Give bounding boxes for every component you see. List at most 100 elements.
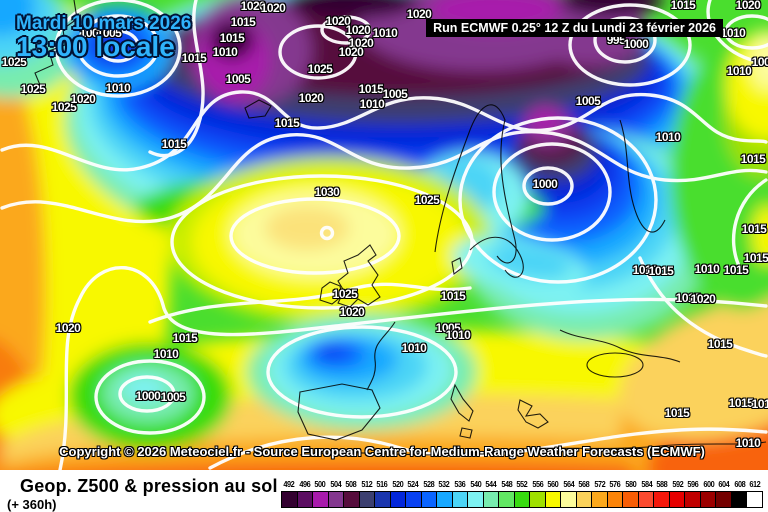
legend-tick: 552 <box>516 480 528 489</box>
pressure-label: 1015 <box>648 264 674 278</box>
legend-swatch <box>514 492 531 507</box>
pressure-label: 1020 <box>260 1 286 15</box>
pressure-label: 1015 <box>707 337 733 351</box>
pressure-label: 1020 <box>325 14 351 28</box>
pressure-label: 1030 <box>314 185 340 199</box>
legend-swatch <box>390 492 407 507</box>
legend-tick: 568 <box>578 480 590 489</box>
pressure-label: 1010 <box>694 262 720 276</box>
pressure-label: 1020 <box>339 305 365 319</box>
legend-swatch <box>483 492 500 507</box>
pressure-label: 1010 <box>735 436 761 450</box>
legend-swatch <box>592 492 608 507</box>
pressure-label: 1020 <box>240 0 266 13</box>
pressure-label: 1010 <box>632 263 658 277</box>
pressure-label: 1000 <box>79 26 105 40</box>
geopotential-color-scale: 492 496 500 504 508 512 516 520 524 528 532 536 540 5… <box>281 479 763 508</box>
legend-tick: 492 <box>283 480 295 489</box>
legend-tick: 600 <box>703 480 714 489</box>
forecast-valid-time: 13:00 locale <box>16 31 175 62</box>
pressure-label: 1020 <box>345 23 371 37</box>
pressure-label: 1015 <box>740 152 766 166</box>
pressure-label: 1010 <box>153 347 179 361</box>
pressure-label: 1010 <box>372 26 398 40</box>
pressure-label: 1010 <box>751 397 768 411</box>
legend-tick: 556 <box>532 480 543 489</box>
legend-tick: 576 <box>609 480 621 489</box>
pressure-label: 1025 <box>332 287 358 301</box>
pressure-label: 1015 <box>741 222 767 236</box>
pressure-label: 1005 <box>575 94 601 108</box>
pressure-label: 1015 <box>670 0 696 12</box>
pressure-label: 1000 <box>623 37 649 51</box>
legend-tick: 520 <box>392 480 404 489</box>
legend-swatch <box>468 492 484 507</box>
pressure-label: 1025 <box>307 62 333 76</box>
legend-swatch <box>406 492 422 507</box>
legend-tick: 516 <box>376 480 388 489</box>
legend-swatch <box>452 492 469 507</box>
pressure-label: 1015 <box>675 291 701 305</box>
legend-tick: 528 <box>423 480 435 489</box>
legend-swatch <box>700 492 717 507</box>
legend-swatch <box>328 492 345 507</box>
pressure-label: 1020 <box>70 92 96 106</box>
legend-swatch <box>297 492 314 507</box>
pressure-label: 1005 <box>160 390 186 404</box>
legend-tick-labels: 492 496 500 504 508 512 516 520 524 528 532 536 540 5… <box>281 479 763 491</box>
legend-swatch <box>747 492 762 507</box>
pressure-label: 1025 <box>51 100 77 114</box>
pressure-label: 1015 <box>743 251 768 265</box>
pressure-label: 995 <box>606 33 626 47</box>
pressure-label: 1015 <box>358 82 384 96</box>
legend-swatch <box>344 492 360 507</box>
legend-tick: 512 <box>361 480 372 489</box>
pressure-label: 1015 <box>219 31 245 45</box>
pressure-label: 1025 <box>20 82 46 96</box>
pressure-label: 1020 <box>406 7 432 21</box>
legend-swatch <box>561 492 577 507</box>
pressure-label: 1015 <box>664 406 690 420</box>
legend-swatch <box>499 492 515 507</box>
pressure-label: 1010 <box>726 64 752 78</box>
pressure-label: 1015 <box>728 396 754 410</box>
coastlines <box>24 0 767 456</box>
pressure-label: 1020 <box>690 292 716 306</box>
legend-tick: 596 <box>687 480 699 489</box>
legend-tick: 564 <box>563 480 575 489</box>
pressure-label: 1020 <box>348 36 374 50</box>
legend-tick: 508 <box>345 480 357 489</box>
pressure-label: 1000 <box>751 55 768 69</box>
pressure-label: 1010 <box>720 26 746 40</box>
pressure-label: 1010 <box>359 97 385 111</box>
legend-tick: 548 <box>500 480 512 489</box>
model-run-info: Run ECMWF 0.25° 12 Z du Lundi 23 février… <box>426 19 723 37</box>
legend-swatches <box>281 491 763 508</box>
z500-color-field <box>0 0 768 470</box>
forecast-valid-date: Mardi 10 mars 2026 <box>16 13 192 34</box>
legend-tick: 536 <box>454 480 466 489</box>
legend-tick: 504 <box>329 480 341 489</box>
pressure-label: 1025 <box>1 55 27 69</box>
pressure-label: 1015 <box>161 137 187 151</box>
pressure-label: 1025 <box>414 193 440 207</box>
forecast-lead-time: (+ 360h) <box>7 497 57 512</box>
pressure-label: 1010 <box>445 328 471 342</box>
legend-tick: 524 <box>407 480 419 489</box>
legend-swatch <box>375 492 391 507</box>
legend-swatch <box>607 492 624 507</box>
pressure-label: 1005 <box>225 72 251 86</box>
legend-swatch <box>731 492 748 507</box>
copyright-notice: Copyright © 2026 Meteociel.fr - Source E… <box>59 444 705 459</box>
pressure-label: 1015 <box>440 289 466 303</box>
legend-tick: 588 <box>656 480 668 489</box>
pressure-label: 1015 <box>181 51 207 65</box>
legend-swatch <box>359 492 376 507</box>
legend-swatch <box>545 492 562 507</box>
legend-tick: 612 <box>749 480 761 489</box>
legend-tick: 560 <box>547 480 559 489</box>
pressure-label: 1005 <box>382 87 408 101</box>
pressure-label: 1020 <box>735 0 761 12</box>
pressure-label: 1020 <box>55 321 81 335</box>
